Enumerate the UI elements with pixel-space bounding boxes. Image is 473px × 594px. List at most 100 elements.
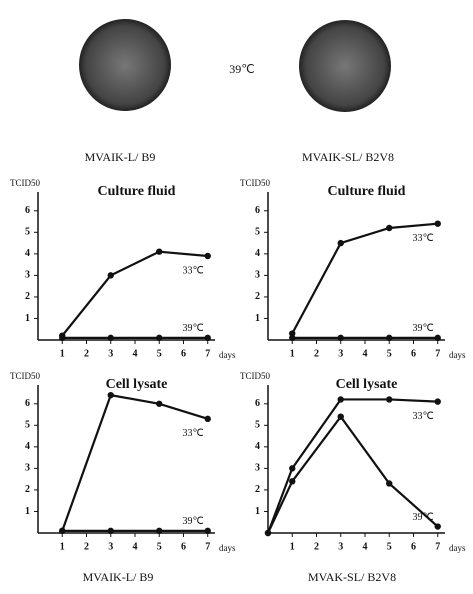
- y-tick-label: 3: [255, 463, 260, 474]
- y-tick-label: 4: [255, 441, 260, 452]
- x-tick-label: 5: [157, 348, 162, 359]
- x-tick-label: 7: [435, 541, 440, 552]
- strain-label: MVAK-SL/ B2V8: [308, 570, 396, 584]
- x-tick-label: 6: [411, 348, 416, 359]
- series-label: 39℃: [182, 323, 203, 334]
- x-tick-label: 4: [132, 541, 137, 552]
- data-point: [107, 391, 114, 399]
- data-point: [386, 480, 393, 487]
- series-label: 33℃: [182, 428, 203, 439]
- data-point: [434, 398, 441, 405]
- data-point: [59, 527, 66, 535]
- y-tick-label: 6: [25, 398, 30, 409]
- data-point: [264, 529, 272, 537]
- data-point: [156, 400, 163, 407]
- data-point: [107, 527, 114, 535]
- y-tick-label: 5: [25, 420, 30, 431]
- series-label: 39℃: [182, 516, 203, 527]
- x-tick-label: 6: [181, 348, 186, 359]
- x-tick-label: 7: [435, 348, 440, 359]
- y-tick-label: 1: [25, 313, 30, 324]
- plaque-image: [299, 20, 391, 112]
- y-tick-label: 3: [25, 463, 30, 474]
- x-tick-label: 3: [108, 541, 113, 552]
- data-point: [434, 220, 441, 227]
- series-label: 39℃: [412, 323, 433, 334]
- x-axis-label: days: [449, 543, 466, 553]
- y-tick-label: 2: [25, 291, 30, 302]
- x-tick-label: 3: [338, 348, 343, 359]
- series-label: 39℃: [412, 512, 433, 523]
- x-tick-label: 4: [132, 348, 137, 359]
- data-point: [337, 239, 344, 247]
- y-tick-label: 6: [25, 205, 30, 216]
- series-line: [61, 250, 208, 337]
- data-point: [386, 396, 393, 403]
- data-point: [386, 224, 393, 232]
- x-tick-label: 2: [314, 348, 319, 359]
- series-label: 33℃: [412, 411, 433, 422]
- x-axis-label: days: [219, 543, 236, 553]
- x-axis-label: days: [449, 350, 466, 360]
- x-tick-label: 1: [290, 541, 295, 552]
- plaque-image: [79, 19, 171, 111]
- x-tick-label: 1: [60, 348, 65, 359]
- data-point: [289, 478, 296, 485]
- data-point: [434, 523, 441, 530]
- data-point: [204, 415, 211, 423]
- data-point: [156, 527, 163, 535]
- data-point: [107, 272, 114, 279]
- y-tick-label: 5: [255, 227, 260, 238]
- temperature-label: 39℃: [229, 62, 254, 76]
- data-point: [337, 334, 344, 342]
- series-label: 33℃: [182, 265, 203, 276]
- y-tick-label: 5: [25, 227, 30, 238]
- x-tick-label: 6: [411, 541, 416, 552]
- y-tick-label: 3: [255, 270, 260, 281]
- chart-title: Culture fluid: [98, 184, 176, 199]
- x-tick-label: 5: [387, 541, 392, 552]
- strain-label: MVAIK-L/ B9: [83, 570, 154, 584]
- y-tick-label: 4: [255, 248, 260, 259]
- strain-label: MVAIK-L/ B9: [85, 150, 156, 164]
- x-tick-label: 6: [181, 541, 186, 552]
- data-point: [434, 334, 441, 342]
- x-tick-label: 7: [205, 541, 210, 552]
- y-tick-label: 6: [255, 398, 260, 409]
- data-point: [204, 334, 211, 342]
- y-tick-label: 1: [255, 313, 260, 324]
- y-tick-label: 2: [255, 484, 260, 495]
- data-point: [204, 252, 211, 260]
- data-point: [289, 465, 296, 472]
- x-tick-label: 3: [108, 348, 113, 359]
- data-point: [204, 527, 211, 535]
- x-tick-label: 1: [60, 541, 65, 552]
- x-tick-label: 5: [157, 541, 162, 552]
- y-axis-label: TCID50: [240, 178, 270, 188]
- y-tick-label: 1: [25, 506, 30, 517]
- data-point: [156, 248, 163, 255]
- x-tick-label: 1: [290, 348, 295, 359]
- y-axis-label: TCID50: [240, 371, 270, 381]
- x-tick-label: 4: [362, 348, 367, 359]
- y-tick-label: 2: [255, 291, 260, 302]
- data-point: [337, 396, 344, 403]
- chart-title: Culture fluid: [328, 184, 406, 199]
- data-point: [107, 334, 114, 342]
- strain-label: MVAIK-SL/ B2V8: [302, 150, 394, 164]
- y-tick-label: 5: [255, 420, 260, 431]
- x-tick-label: 3: [338, 541, 343, 552]
- y-axis-label: TCID50: [10, 178, 40, 188]
- y-tick-label: 2: [25, 484, 30, 495]
- x-tick-label: 4: [362, 541, 367, 552]
- y-tick-label: 6: [255, 205, 260, 216]
- chart-title: Cell lysate: [106, 377, 168, 392]
- data-point: [156, 334, 163, 342]
- series-line: [291, 222, 438, 335]
- x-tick-label: 5: [387, 348, 392, 359]
- data-point: [386, 334, 393, 342]
- chart-title: Cell lysate: [336, 377, 398, 392]
- series-line: [61, 393, 209, 532]
- x-tick-label: 7: [205, 348, 210, 359]
